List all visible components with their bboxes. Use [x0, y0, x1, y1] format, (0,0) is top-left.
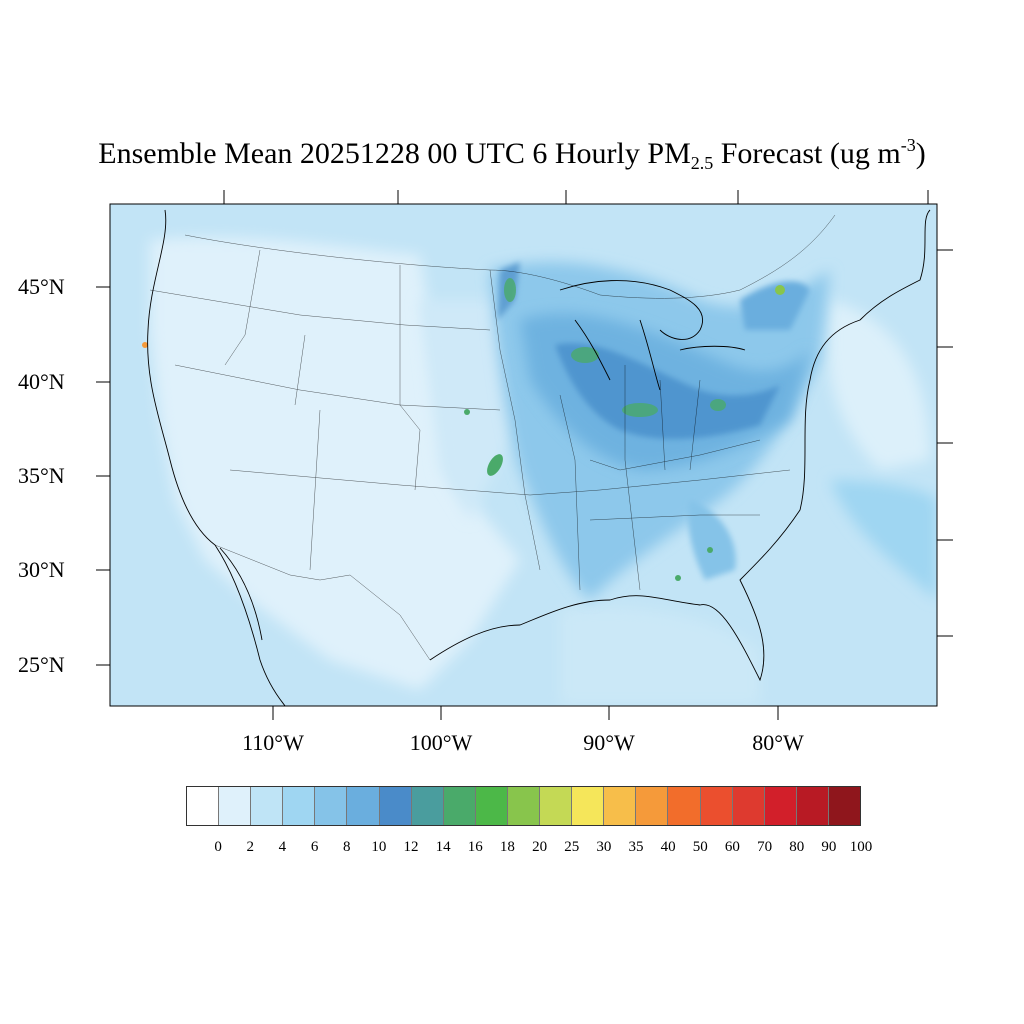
colorbar-swatch	[507, 787, 541, 825]
colorbar-swatch	[796, 787, 829, 825]
colorbar-tick-label: 2	[246, 839, 255, 855]
colorbar-swatch	[283, 787, 316, 825]
colorbar-swatch	[475, 787, 508, 825]
map-title: Ensemble Mean 20251228 00 UTC 6 Hourly P…	[98, 135, 926, 173]
colorbar-swatch	[572, 787, 605, 825]
lon-label-80w: 80°W	[752, 730, 804, 755]
colorbar-tick-label: 4	[278, 839, 287, 855]
colorbar-swatch	[828, 787, 860, 825]
lat-label-35: 35°N	[18, 463, 65, 488]
title-subscript: 2.5	[690, 153, 714, 173]
colorbar-tick-label: 20	[532, 839, 548, 855]
longitude-ticks	[272, 706, 779, 720]
lat-label-40: 40°N	[18, 369, 65, 394]
colorbar-swatch	[379, 787, 412, 825]
colorbar-tick-label: 14	[435, 839, 451, 855]
colorbar-swatch	[251, 787, 284, 825]
colorbar-tick-label: 10	[371, 839, 387, 855]
concentration-field	[110, 204, 937, 706]
map-frame	[109, 203, 938, 707]
colorbar-tick-label: 6	[310, 839, 319, 855]
colorbar-swatch	[700, 787, 733, 825]
title-superscript: -3	[900, 135, 916, 155]
colorbar-tick-label: 25	[564, 839, 580, 855]
colorbar-tick-label: 70	[757, 839, 773, 855]
lon-label-110w: 110°W	[242, 730, 304, 755]
colorbar-tick-label: 30	[596, 839, 612, 855]
colorbar-swatch	[219, 787, 252, 825]
colorbar-tick-label: 12	[403, 839, 419, 855]
colorbar-tick-label: 0	[214, 839, 222, 855]
colorbar-tick-label: 100	[849, 839, 873, 855]
lon-label-100w: 100°W	[409, 730, 473, 755]
colorbar-tick-label: 80	[789, 839, 805, 855]
lat-label-25: 25°N	[18, 652, 65, 677]
colorbar	[186, 786, 861, 826]
colorbar-swatch	[668, 787, 701, 825]
colorbar-tick-label: 60	[724, 839, 740, 855]
top-ticks	[223, 190, 929, 204]
lon-label-90w: 90°W	[583, 730, 635, 755]
colorbar-swatch	[315, 787, 348, 825]
colorbar-swatch	[732, 787, 765, 825]
colorbar-swatch	[540, 787, 573, 825]
right-ticks	[937, 249, 953, 637]
colorbar-swatch	[604, 787, 637, 825]
colorbar-tick-label: 16	[467, 839, 483, 855]
colorbar-swatch	[187, 787, 220, 825]
colorbar-tick-label: 40	[660, 839, 676, 855]
colorbar-tick-label: 90	[821, 839, 837, 855]
lat-label-30: 30°N	[18, 557, 65, 582]
colorbar-swatch	[636, 787, 669, 825]
latitude-ticks	[96, 286, 110, 666]
coastlines	[147, 209, 931, 706]
colorbar-tick-label: 35	[628, 839, 644, 855]
colorbar-swatch	[411, 787, 444, 825]
lat-label-45: 45°N	[18, 274, 65, 299]
colorbar-tick-label: 50	[692, 839, 708, 855]
colorbar-tick-label: 18	[499, 839, 515, 855]
colorbar-swatch	[443, 787, 476, 825]
state-borders	[149, 214, 836, 661]
colorbar-tick-label: 8	[342, 839, 351, 855]
colorbar-swatch	[347, 787, 380, 825]
colorbar-swatch	[764, 787, 797, 825]
